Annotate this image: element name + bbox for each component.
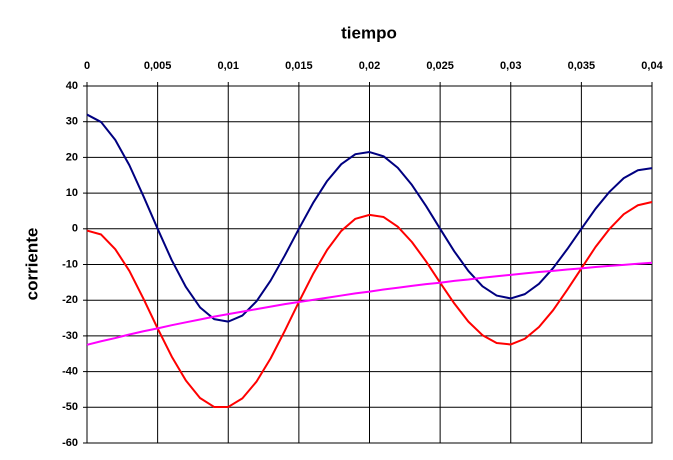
y-tick-label: -20 — [62, 294, 78, 306]
y-tick-label: -30 — [62, 330, 78, 342]
series-line — [86, 113, 653, 323]
x-tick-label: 0,005 — [144, 60, 172, 72]
y-tick-label: 0 — [72, 223, 78, 235]
series-line — [86, 201, 653, 408]
x-tick-label: 0,015 — [285, 60, 313, 72]
series-line — [86, 261, 653, 346]
x-tick-label: 0 — [84, 60, 90, 72]
plot-border — [86, 85, 653, 444]
y-tick-label: 40 — [66, 80, 78, 92]
y-tick-label: 20 — [66, 151, 78, 163]
x-tick-label: 0,04 — [641, 60, 663, 72]
x-axis-title: tiempo — [341, 23, 397, 42]
x-tick-label: 0,01 — [218, 60, 239, 72]
x-tick-label: 0,025 — [426, 60, 454, 72]
y-tick-label: -10 — [62, 258, 78, 270]
y-tick-label: 10 — [66, 187, 78, 199]
x-tick-label: 0,035 — [568, 60, 596, 72]
y-axis-title: corriente — [22, 228, 41, 301]
x-tick-label: 0,03 — [500, 60, 521, 72]
y-tick-label: 30 — [66, 116, 78, 128]
y-tick-label: -50 — [62, 401, 78, 413]
y-tick-label: -40 — [62, 366, 78, 378]
y-tick-label: -60 — [62, 437, 78, 449]
x-tick-label: 0,02 — [359, 60, 380, 72]
